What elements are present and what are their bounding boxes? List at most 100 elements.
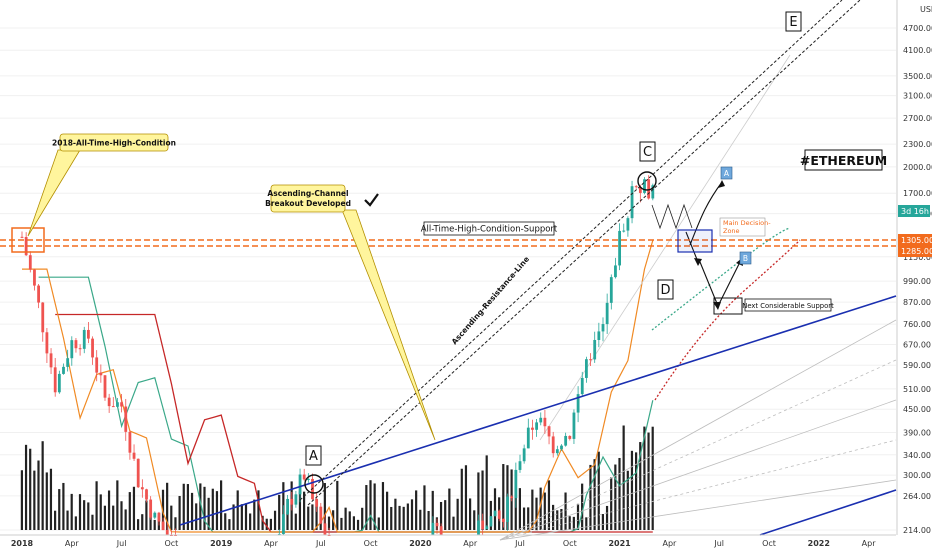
volume-bar	[410, 499, 414, 530]
candle-body	[543, 417, 547, 427]
candle-body	[439, 526, 443, 535]
candle-body	[294, 494, 298, 505]
time-tick-label: 2021	[608, 539, 631, 548]
candle-body	[136, 458, 140, 488]
svg-text:D: D	[660, 283, 670, 298]
volume-bar	[141, 514, 144, 530]
volume-bar	[244, 503, 248, 530]
circle-point-a	[304, 474, 324, 494]
volume-bar	[116, 480, 119, 530]
candle-body	[560, 445, 563, 450]
volume-bar	[581, 483, 584, 530]
fan-line	[499, 359, 897, 541]
candle-body	[124, 406, 128, 432]
volume-bar	[174, 517, 177, 530]
volume-bar	[365, 485, 368, 530]
volume-bar	[265, 518, 268, 530]
volume-bar	[103, 505, 106, 530]
volume-bar	[643, 426, 646, 530]
volume-bar	[87, 502, 90, 530]
candle-body	[502, 518, 505, 522]
volume-bar	[203, 486, 206, 530]
candle-body	[435, 522, 439, 527]
price-tick-label: 670.00	[903, 341, 931, 350]
volume-bar	[190, 492, 194, 530]
price-tick-label: 214.00	[903, 526, 931, 535]
scenario-badge-a: A	[720, 166, 733, 180]
volume-bar	[473, 510, 476, 530]
time-axis[interactable]: 2018 Apr Jul Oct 2019 Apr Jul Oct 2020 Apr Jul Oct 2…	[0, 534, 896, 548]
decision-zone-line1: Main Decision-	[723, 219, 771, 227]
candle-body	[45, 332, 49, 354]
volume-bar	[315, 498, 318, 530]
candle-body	[107, 397, 111, 407]
volume-bar	[153, 519, 156, 530]
candle-body	[165, 530, 169, 535]
main-decision-zone: Main Decision- Zone	[677, 217, 771, 253]
volume-bar	[249, 513, 252, 530]
ascending-resistance-line	[299, 0, 843, 501]
volume-bar	[456, 498, 459, 530]
volume-bar	[236, 490, 239, 530]
price-tick-label: 264.00	[903, 492, 931, 501]
candle-body	[572, 412, 576, 439]
volume-bar	[20, 470, 23, 530]
price-axis[interactable]: 214.00 264.00 300.00 340.00 390.00 450.00 510.…	[896, 0, 932, 535]
level-price-badge	[898, 245, 932, 257]
price-tick-label: 2000.00	[903, 163, 932, 172]
candle-body	[95, 357, 99, 373]
volume-bar	[327, 516, 331, 530]
candle-body	[614, 265, 617, 278]
candle-body	[53, 367, 57, 393]
volume-bar	[66, 510, 69, 530]
volume-bar	[273, 510, 277, 530]
volume-bar	[253, 499, 256, 530]
ema-green-projection	[651, 227, 791, 331]
time-tick-label: Oct	[364, 539, 378, 548]
candle-body	[485, 526, 489, 530]
volume-bar	[261, 515, 264, 530]
candle-body	[41, 302, 45, 333]
volume-bar	[601, 514, 604, 530]
circle-point-c	[637, 171, 657, 191]
callout-2018-ath-text: 2018-All-Time-High-Condition	[52, 139, 176, 148]
volume-bar	[622, 425, 625, 530]
candle-body	[535, 422, 538, 430]
volume-bar	[33, 470, 36, 530]
candle-body	[37, 285, 40, 303]
volume-bar	[336, 480, 339, 530]
volume-bar	[589, 464, 592, 530]
price-tick-label: 300.00	[903, 471, 931, 480]
candle-body	[157, 512, 161, 522]
volume-bar	[381, 482, 385, 530]
volume-bar	[522, 507, 526, 530]
candle-body	[618, 230, 621, 266]
volume-bar	[398, 505, 401, 530]
price-tick-label: 1700.00	[903, 189, 932, 198]
price-tick-label: 1150.00	[903, 253, 932, 262]
volume-bar	[651, 426, 654, 530]
candle-body	[564, 435, 568, 446]
candle-body	[145, 489, 148, 500]
volume-bar	[298, 491, 302, 530]
time-tick-label: Apr	[65, 539, 80, 548]
volume-bar	[630, 450, 634, 530]
volume-bar	[452, 516, 455, 530]
volume-bar	[344, 507, 347, 530]
candle-body	[20, 236, 24, 238]
volume-bar	[311, 504, 314, 530]
candle-body	[643, 179, 646, 193]
time-tick-label: Oct	[164, 539, 178, 548]
callout-2018-ath: 2018-All-Time-High-Condition	[27, 133, 176, 237]
arrow-down-d-head	[694, 258, 702, 266]
volume-bar	[278, 494, 281, 530]
time-tick-label: 2018	[11, 539, 34, 548]
volume-bar	[460, 468, 463, 530]
ema-red-projection	[654, 239, 801, 401]
time-tick-label: Jul	[315, 539, 326, 548]
time-tick-label: Jul	[116, 539, 127, 548]
candle-body	[547, 426, 551, 437]
fan-line	[539, 54, 791, 441]
candle-body	[57, 373, 61, 393]
